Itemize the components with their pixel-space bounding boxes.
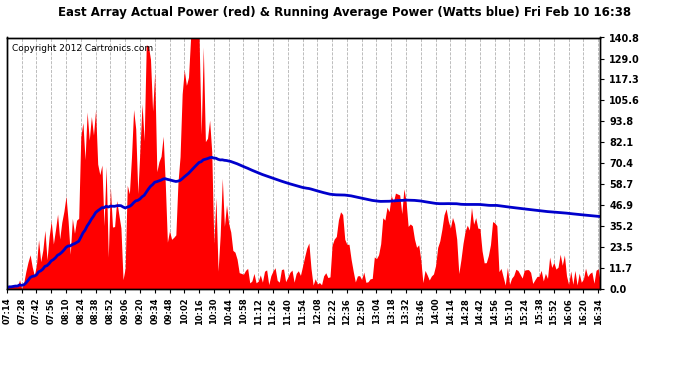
Text: Copyright 2012 Cartronics.com: Copyright 2012 Cartronics.com <box>12 44 152 53</box>
Text: East Array Actual Power (red) & Running Average Power (Watts blue) Fri Feb 10 16: East Array Actual Power (red) & Running … <box>59 6 631 19</box>
